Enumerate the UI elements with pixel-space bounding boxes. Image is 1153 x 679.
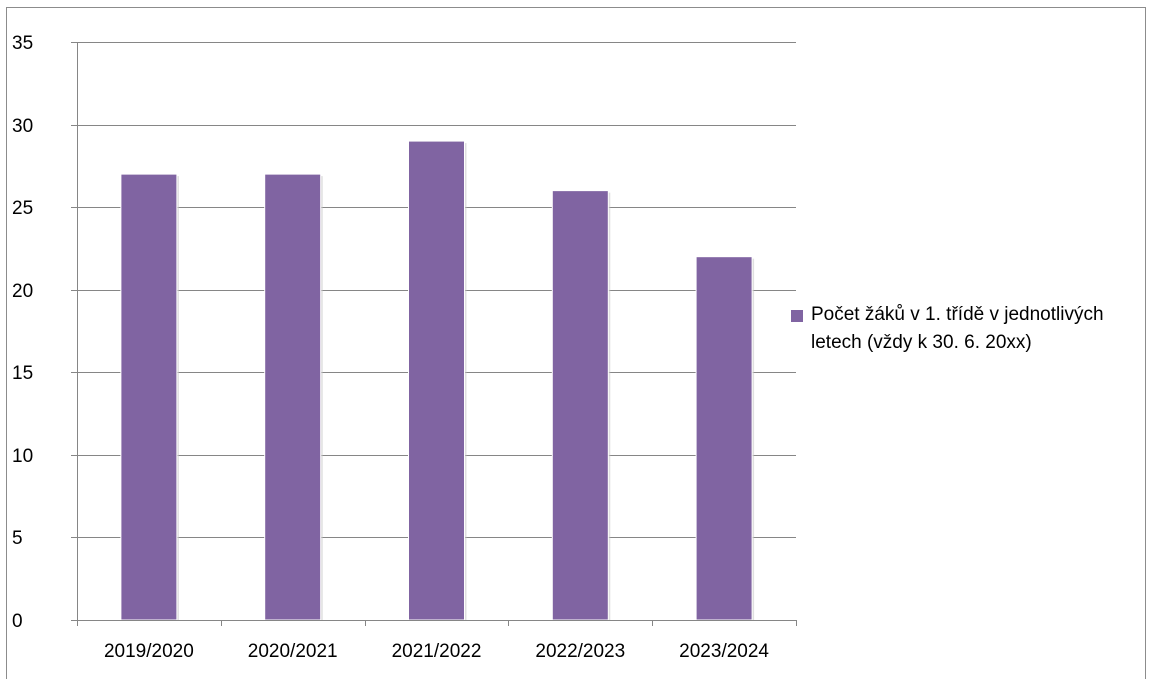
y-tick-label: 20 bbox=[12, 281, 33, 302]
bar bbox=[120, 173, 178, 621]
y-tick-label: 10 bbox=[12, 446, 33, 467]
bars bbox=[120, 140, 755, 621]
x-tick-label: 2023/2024 bbox=[679, 641, 769, 662]
y-tick-label: 25 bbox=[12, 198, 33, 219]
legend-swatch-icon bbox=[791, 310, 803, 322]
y-axis-ticks: 0 5 10 15 20 25 30 35 bbox=[12, 33, 33, 632]
x-tick-label: 2022/2023 bbox=[535, 641, 625, 662]
y-tick-label: 0 bbox=[12, 611, 23, 632]
bar bbox=[695, 256, 753, 621]
bar bbox=[264, 173, 322, 621]
y-tick-label: 35 bbox=[12, 33, 33, 54]
legend-label: Počet žáků v 1. třídě v jednotlivých let… bbox=[811, 304, 1104, 353]
bar bbox=[408, 140, 465, 621]
y-tick-label: 30 bbox=[12, 116, 33, 137]
axes bbox=[71, 42, 797, 626]
chart-frame bbox=[6, 7, 1146, 679]
x-tick-label: 2020/2021 bbox=[248, 641, 338, 662]
x-tick-label: 2021/2022 bbox=[392, 641, 482, 662]
y-tick-label: 15 bbox=[12, 363, 33, 384]
x-tick-label: 2019/2020 bbox=[104, 641, 194, 662]
bar bbox=[551, 190, 609, 621]
y-tick-label: 5 bbox=[12, 528, 23, 549]
x-axis-ticks: 2019/2020 2020/2021 2021/2022 2022/2023 2023… bbox=[104, 641, 769, 662]
legend: Počet žáků v 1. třídě v jednotlivých let… bbox=[791, 301, 1131, 357]
